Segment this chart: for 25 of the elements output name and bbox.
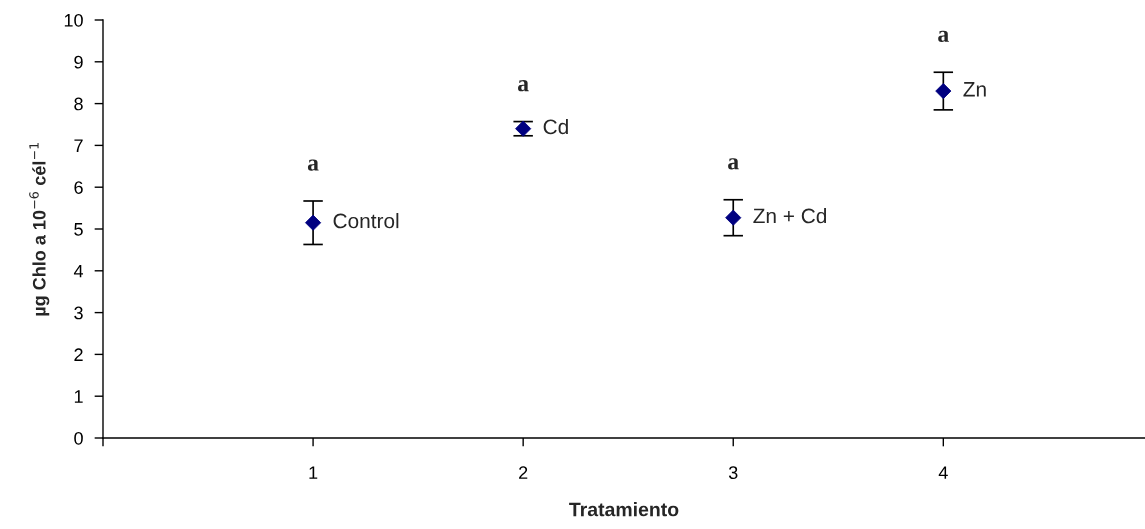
y-tick-label: 1 <box>74 390 83 403</box>
x-tick-label: 4 <box>938 466 948 479</box>
y-tick-label: 9 <box>74 55 83 69</box>
annotation: a <box>938 30 949 43</box>
annotation: Zn + Cd <box>753 208 827 224</box>
y-tick-label: 2 <box>74 348 83 361</box>
y-tick-label: 0 <box>74 431 83 445</box>
annotation: a <box>728 158 739 170</box>
x-axis-title: Tratamiento <box>569 502 679 517</box>
y-tick-label: 3 <box>74 306 83 320</box>
annotation: a <box>518 80 529 92</box>
x-tick-label: 1 <box>309 466 318 479</box>
x-tick-label: 2 <box>519 466 528 479</box>
y-tick-label: 8 <box>74 97 83 111</box>
annotation: a <box>307 159 319 171</box>
annotation: Control <box>333 213 399 229</box>
y-tick-label: 7 <box>74 139 83 152</box>
y-axis-title: µg Chlo a 10$^{−6}$ cél$^{−1}$ <box>29 142 50 316</box>
y-tick-label: 6 <box>74 181 83 194</box>
y-tick-label: 5 <box>74 223 83 236</box>
x-tick-label: 3 <box>728 466 738 480</box>
annotation: Cd <box>543 118 568 135</box>
y-tick-label: 10 <box>64 13 83 27</box>
annotation: Zn <box>963 82 986 97</box>
y-tick-label: 4 <box>73 264 84 278</box>
